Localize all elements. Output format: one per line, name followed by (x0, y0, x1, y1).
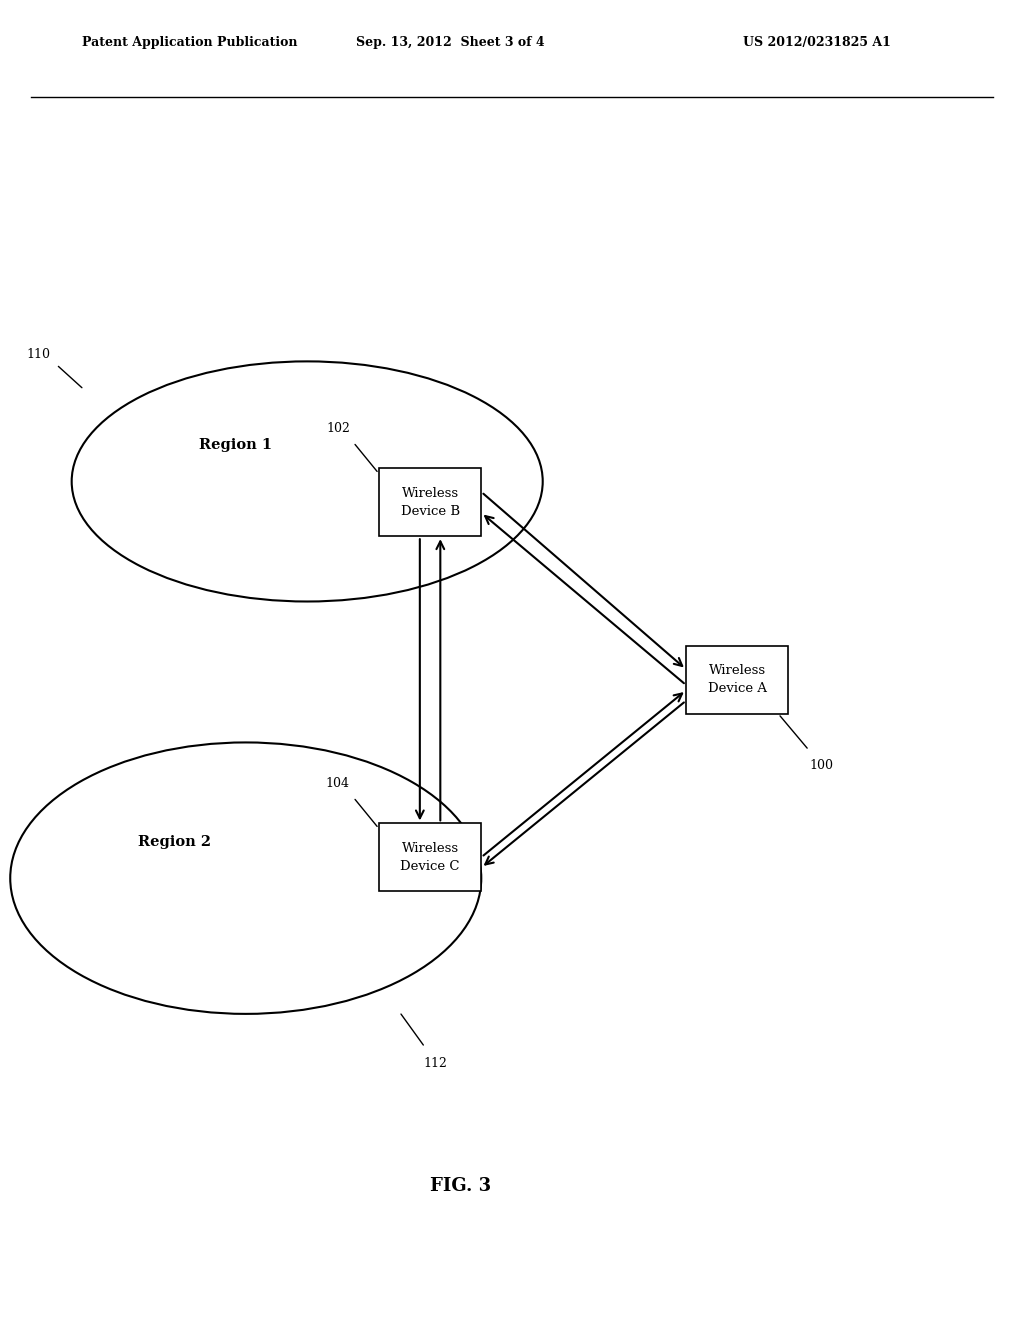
Text: Sep. 13, 2012  Sheet 3 of 4: Sep. 13, 2012 Sheet 3 of 4 (356, 36, 545, 49)
Text: FIG. 3: FIG. 3 (430, 1177, 492, 1195)
Text: US 2012/0231825 A1: US 2012/0231825 A1 (743, 36, 891, 49)
Text: Region 1: Region 1 (199, 438, 272, 451)
Text: 102: 102 (326, 422, 350, 436)
Text: Wireless
Device B: Wireless Device B (400, 487, 460, 517)
FancyBboxPatch shape (379, 469, 481, 536)
Text: Wireless
Device C: Wireless Device C (400, 842, 460, 873)
Text: Wireless
Device A: Wireless Device A (708, 664, 767, 696)
Text: 104: 104 (326, 777, 350, 791)
Text: 110: 110 (27, 347, 51, 360)
FancyBboxPatch shape (379, 824, 481, 891)
Text: 112: 112 (423, 1057, 447, 1071)
Text: Patent Application Publication: Patent Application Publication (82, 36, 297, 49)
Text: 100: 100 (809, 759, 834, 772)
Text: Region 2: Region 2 (137, 834, 211, 849)
FancyBboxPatch shape (686, 645, 788, 714)
